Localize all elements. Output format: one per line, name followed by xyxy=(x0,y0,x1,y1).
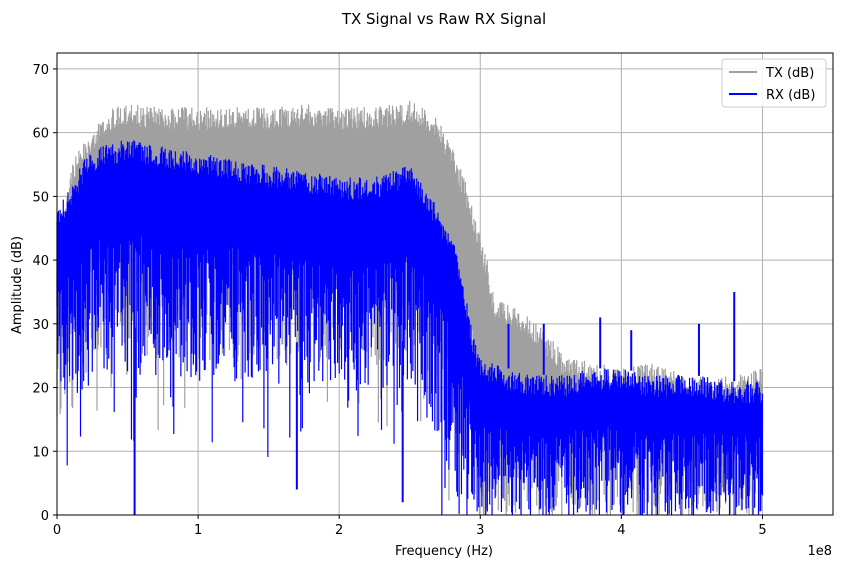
y-axis: 0 10 20 30 40 50 60 70 xyxy=(32,63,57,524)
y-tick-label: 0 xyxy=(41,509,49,524)
y-tick-label: 60 xyxy=(32,127,49,142)
x-tick-label: 0 xyxy=(53,523,61,538)
y-axis-label: Amplitude (dB) xyxy=(10,236,25,334)
x-tick-label: 1 xyxy=(194,523,202,538)
legend-entry: TX (dB) xyxy=(765,66,814,81)
x-tick-label: 5 xyxy=(758,523,766,538)
x-axis-offset-label: 1e8 xyxy=(807,544,832,559)
legend: TX (dB) RX (dB) xyxy=(721,58,827,108)
y-tick-label: 10 xyxy=(32,445,49,460)
x-tick-label: 2 xyxy=(335,523,343,538)
plot-area xyxy=(56,52,834,516)
chart-title: TX Signal vs Raw RX Signal xyxy=(341,10,546,28)
y-tick-label: 30 xyxy=(32,318,49,333)
x-tick-label: 4 xyxy=(617,523,625,538)
legend-entry: RX (dB) xyxy=(766,88,815,103)
x-tick-label: 3 xyxy=(476,523,484,538)
plot-frame xyxy=(56,52,834,516)
y-tick-label: 40 xyxy=(32,254,49,269)
x-axis-label: Frequency (Hz) xyxy=(395,544,493,559)
y-tick-label: 50 xyxy=(32,190,49,205)
y-tick-label: 20 xyxy=(32,382,49,397)
y-tick-label: 70 xyxy=(32,63,49,78)
x-axis: 0 1 2 3 4 5 xyxy=(53,515,767,538)
